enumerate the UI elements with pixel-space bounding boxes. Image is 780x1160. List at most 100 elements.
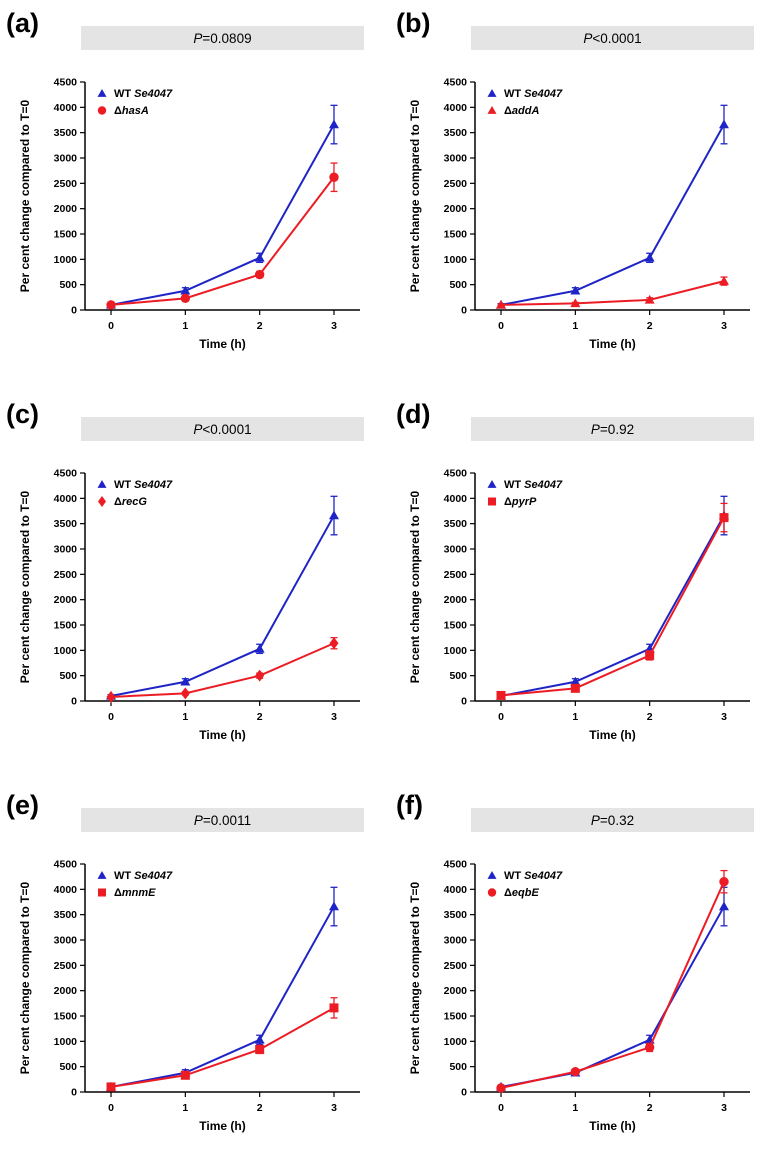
- svg-text:3: 3: [331, 1102, 337, 1114]
- line-chart-f: P=0.32 0 500 1000 1500 2000 2500 3000 3500 4000 45…: [408, 808, 754, 1133]
- svg-text:0: 0: [108, 320, 114, 332]
- panel-a: (a) P=0.0809 0 500 1000 1500 2000 2500 3000 3500…: [0, 8, 390, 357]
- svg-text:2500: 2500: [54, 178, 78, 190]
- svg-text:P=0.0809: P=0.0809: [193, 31, 251, 46]
- svg-text:4500: 4500: [54, 859, 78, 871]
- svg-text:3500: 3500: [54, 909, 78, 921]
- svg-text:1500: 1500: [444, 620, 468, 632]
- svg-text:1000: 1000: [444, 1036, 468, 1048]
- svg-text:P<0.0001: P<0.0001: [583, 31, 641, 46]
- svg-text:3000: 3000: [54, 544, 78, 556]
- svg-text:Time (h): Time (h): [589, 728, 635, 742]
- svg-text:2500: 2500: [54, 960, 78, 972]
- svg-text:0: 0: [108, 711, 114, 723]
- svg-text:WT Se4047: WT Se4047: [114, 479, 173, 491]
- panel-b: (b) P<0.0001 0 500 1000 1500 2000 2500 3000 3500…: [390, 8, 780, 357]
- svg-text:4500: 4500: [444, 859, 468, 871]
- svg-text:ΔeqbE: ΔeqbE: [504, 887, 539, 899]
- svg-text:Time (h): Time (h): [589, 1119, 635, 1133]
- svg-text:4000: 4000: [54, 884, 78, 896]
- line-chart-e: P=0.0011 0 500 1000 1500 2000 2500 3000 3500 4000…: [18, 808, 364, 1133]
- svg-text:1500: 1500: [444, 229, 468, 241]
- svg-text:500: 500: [449, 1061, 467, 1073]
- svg-text:3000: 3000: [444, 544, 468, 556]
- svg-text:3500: 3500: [444, 518, 468, 530]
- svg-text:P=0.32: P=0.32: [591, 813, 634, 828]
- svg-text:1000: 1000: [54, 645, 78, 657]
- svg-text:0: 0: [498, 711, 504, 723]
- svg-text:0: 0: [71, 305, 77, 317]
- svg-text:1000: 1000: [54, 254, 78, 266]
- svg-text:P=0.0011: P=0.0011: [194, 813, 251, 828]
- svg-text:Per cent change compared to T=: Per cent change compared to T=0: [408, 99, 422, 292]
- svg-text:0: 0: [498, 1102, 504, 1114]
- svg-text:Per cent change compared to T=: Per cent change compared to T=0: [18, 99, 32, 292]
- svg-text:3: 3: [721, 711, 727, 723]
- svg-text:ΔpyrP: ΔpyrP: [504, 496, 537, 508]
- svg-text:1500: 1500: [54, 620, 78, 632]
- svg-text:3500: 3500: [54, 127, 78, 139]
- svg-text:1000: 1000: [54, 1036, 78, 1048]
- panel-label-f: (f): [396, 790, 423, 820]
- svg-text:2: 2: [257, 1102, 263, 1114]
- svg-text:3: 3: [331, 320, 337, 332]
- svg-text:2: 2: [257, 320, 263, 332]
- svg-text:2: 2: [257, 711, 263, 723]
- svg-text:2500: 2500: [444, 178, 468, 190]
- svg-text:ΔmnmE: ΔmnmE: [114, 887, 156, 899]
- panel-label-a: (a): [6, 8, 39, 38]
- svg-text:1500: 1500: [444, 1011, 468, 1023]
- svg-text:4000: 4000: [444, 102, 468, 114]
- svg-text:0: 0: [461, 305, 467, 317]
- svg-text:4000: 4000: [444, 493, 468, 505]
- svg-text:0: 0: [108, 1102, 114, 1114]
- line-chart-c: P<0.0001 0 500 1000 1500 2000 2500 3000 3500 4000…: [18, 417, 364, 742]
- svg-text:3000: 3000: [444, 153, 468, 165]
- svg-text:1000: 1000: [444, 254, 468, 266]
- svg-text:2500: 2500: [54, 569, 78, 581]
- svg-text:4500: 4500: [54, 77, 78, 89]
- svg-text:1: 1: [572, 320, 578, 332]
- svg-text:2: 2: [647, 1102, 653, 1114]
- svg-text:2000: 2000: [54, 203, 78, 215]
- svg-text:1: 1: [182, 1102, 188, 1114]
- svg-text:1: 1: [182, 320, 188, 332]
- svg-text:4500: 4500: [444, 77, 468, 89]
- svg-text:ΔrecG: ΔrecG: [114, 496, 147, 508]
- line-chart-d: P=0.92 0 500 1000 1500 2000 2500 3000 3500 4000 45…: [408, 417, 754, 742]
- svg-text:3000: 3000: [54, 153, 78, 165]
- svg-text:Per cent change compared to T=: Per cent change compared to T=0: [18, 881, 32, 1074]
- line-chart-a: P=0.0809 0 500 1000 1500 2000 2500 3000 3500 4000…: [18, 26, 364, 351]
- svg-text:500: 500: [59, 1061, 77, 1073]
- svg-text:1: 1: [572, 711, 578, 723]
- svg-text:0: 0: [461, 696, 467, 708]
- svg-text:0: 0: [71, 1087, 77, 1099]
- line-chart-b: P<0.0001 0 500 1000 1500 2000 2500 3000 3500 4000…: [408, 26, 754, 351]
- svg-text:3500: 3500: [444, 909, 468, 921]
- svg-text:4000: 4000: [444, 884, 468, 896]
- svg-text:2500: 2500: [444, 960, 468, 972]
- svg-text:0: 0: [498, 320, 504, 332]
- panel-e: (e) P=0.0011 0 500 1000 1500 2000 2500 3000 3500…: [0, 790, 390, 1139]
- svg-text:2000: 2000: [54, 985, 78, 997]
- svg-text:0: 0: [71, 696, 77, 708]
- svg-text:Time (h): Time (h): [589, 337, 635, 351]
- svg-text:Per cent change compared to T=: Per cent change compared to T=0: [408, 881, 422, 1074]
- svg-text:4500: 4500: [54, 468, 78, 480]
- svg-text:4000: 4000: [54, 493, 78, 505]
- svg-text:2500: 2500: [444, 569, 468, 581]
- panel-f: (f) P=0.32 0 500 1000 1500 2000 2500 3000 3500 40…: [390, 790, 780, 1139]
- panel-d: (d) P=0.92 0 500 1000 1500 2000 2500 3000 3500 40…: [390, 399, 780, 748]
- svg-text:4000: 4000: [54, 102, 78, 114]
- svg-text:0: 0: [461, 1087, 467, 1099]
- svg-text:WT Se4047: WT Se4047: [504, 870, 563, 882]
- svg-text:3000: 3000: [54, 935, 78, 947]
- svg-text:1: 1: [182, 711, 188, 723]
- svg-text:2: 2: [647, 320, 653, 332]
- svg-text:WT Se4047: WT Se4047: [504, 479, 563, 491]
- panel-label-d: (d): [396, 399, 431, 429]
- svg-text:1: 1: [572, 1102, 578, 1114]
- svg-text:WT Se4047: WT Se4047: [114, 870, 173, 882]
- svg-text:P=0.92: P=0.92: [591, 422, 634, 437]
